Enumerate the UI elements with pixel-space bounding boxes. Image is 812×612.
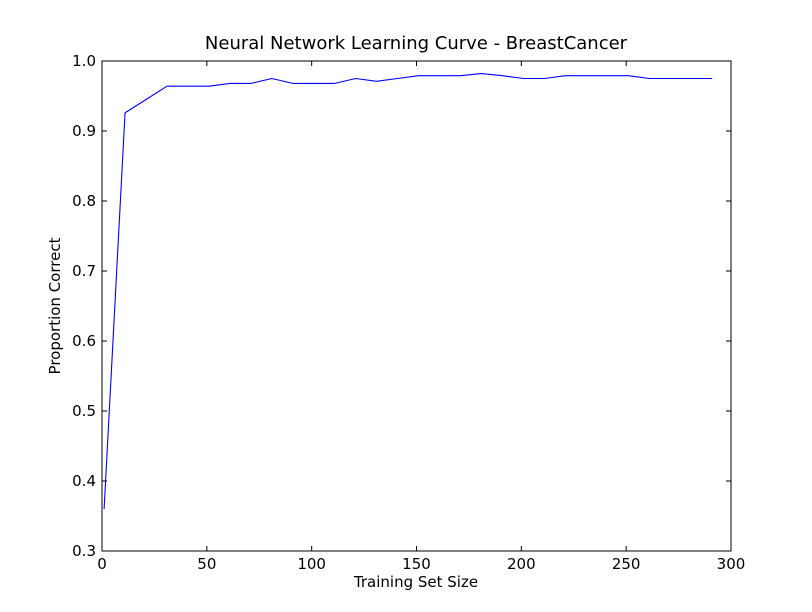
- y-tick-label: 0.8: [72, 192, 96, 210]
- plot-area: 0 50 100 150 200 250 300 0.3 0.4 0.5 0.6 0.7 0.8 0.9 1…: [72, 52, 745, 573]
- x-tick-label: 200: [507, 555, 536, 573]
- y-tick-label: 0.5: [72, 402, 96, 420]
- chart-title: Neural Network Learning Curve - BreastCa…: [205, 33, 628, 54]
- x-axis-label: Training Set Size: [353, 573, 478, 591]
- y-tick-label: 0.6: [72, 332, 96, 350]
- y-tick-label: 0.7: [72, 262, 96, 280]
- x-tick-label: 0: [97, 555, 107, 573]
- x-tick-label: 250: [612, 555, 641, 573]
- x-tick-label: 100: [297, 555, 326, 573]
- x-tick-label: 50: [197, 555, 216, 573]
- y-tick-label: 0.3: [72, 542, 96, 560]
- x-tick-label: 150: [402, 555, 431, 573]
- y-tick-label: 1.0: [72, 52, 96, 70]
- series-line-accuracy: [103, 73, 713, 510]
- x-tick-label: 300: [717, 555, 746, 573]
- y-tick-label: 0.9: [72, 122, 96, 140]
- y-tick-label: 0.4: [72, 472, 96, 490]
- y-axis-label: Proportion Correct: [46, 237, 64, 374]
